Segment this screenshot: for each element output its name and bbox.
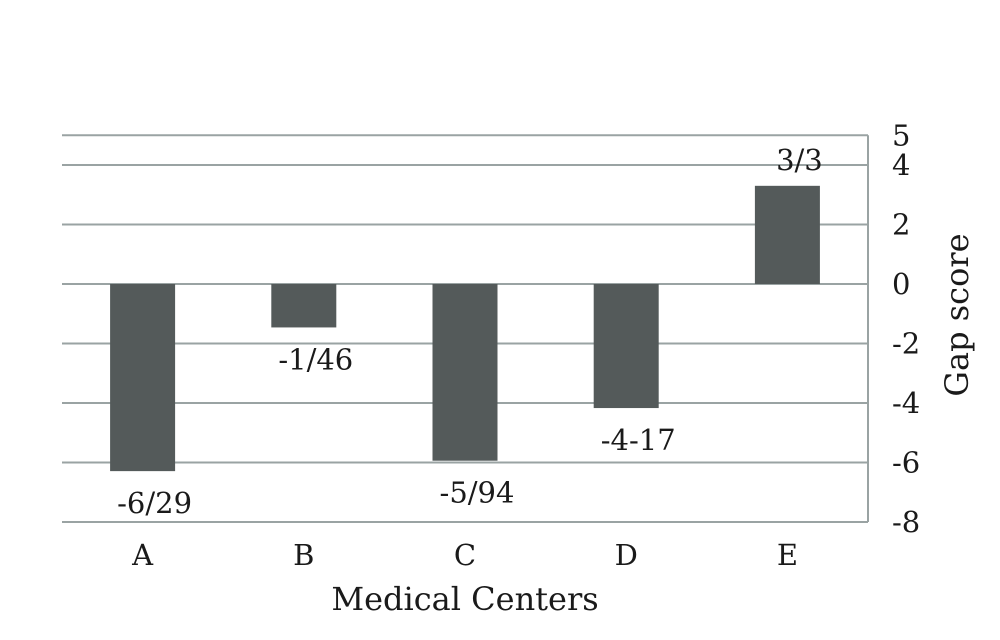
- y-tick-label: -4: [892, 386, 920, 420]
- data-label-d: -4-17: [601, 423, 676, 457]
- y-tick-label: -2: [892, 327, 920, 361]
- y-tick-label: 0: [892, 267, 910, 301]
- category-label-a: A: [131, 538, 154, 572]
- data-label-b: -1/46: [278, 342, 353, 376]
- bars: [110, 185, 820, 472]
- data-label-c: -5/94: [440, 476, 515, 510]
- y-axis-ticks: 54 2 0 -2 -4 -6 -8: [892, 118, 920, 539]
- category-label-d: D: [615, 538, 638, 572]
- category-label-e: E: [777, 538, 798, 572]
- bar-c: [432, 284, 498, 461]
- data-label-a: -6/29: [117, 486, 192, 520]
- y-tick-label: -6: [892, 446, 920, 480]
- bar-b: [271, 284, 337, 328]
- y-tick-label: 5: [892, 118, 910, 152]
- x-axis-title: Medical Centers: [331, 580, 598, 618]
- data-label-e: 3/3: [776, 143, 823, 177]
- bar-e: [754, 185, 820, 284]
- data-labels: -6/29 -1/46 -5/94 -4-17 3/3: [117, 143, 823, 520]
- y-tick-label: 4: [892, 148, 910, 182]
- bar-d: [593, 284, 659, 409]
- y-tick-label: 2: [892, 208, 910, 242]
- bar-a: [110, 284, 176, 472]
- y-axis-title: Gap score: [938, 233, 976, 396]
- y-tick-label: -8: [892, 505, 920, 539]
- x-axis-categories: A B C D E: [131, 538, 798, 572]
- category-label-c: C: [454, 538, 476, 572]
- category-label-b: B: [293, 538, 314, 572]
